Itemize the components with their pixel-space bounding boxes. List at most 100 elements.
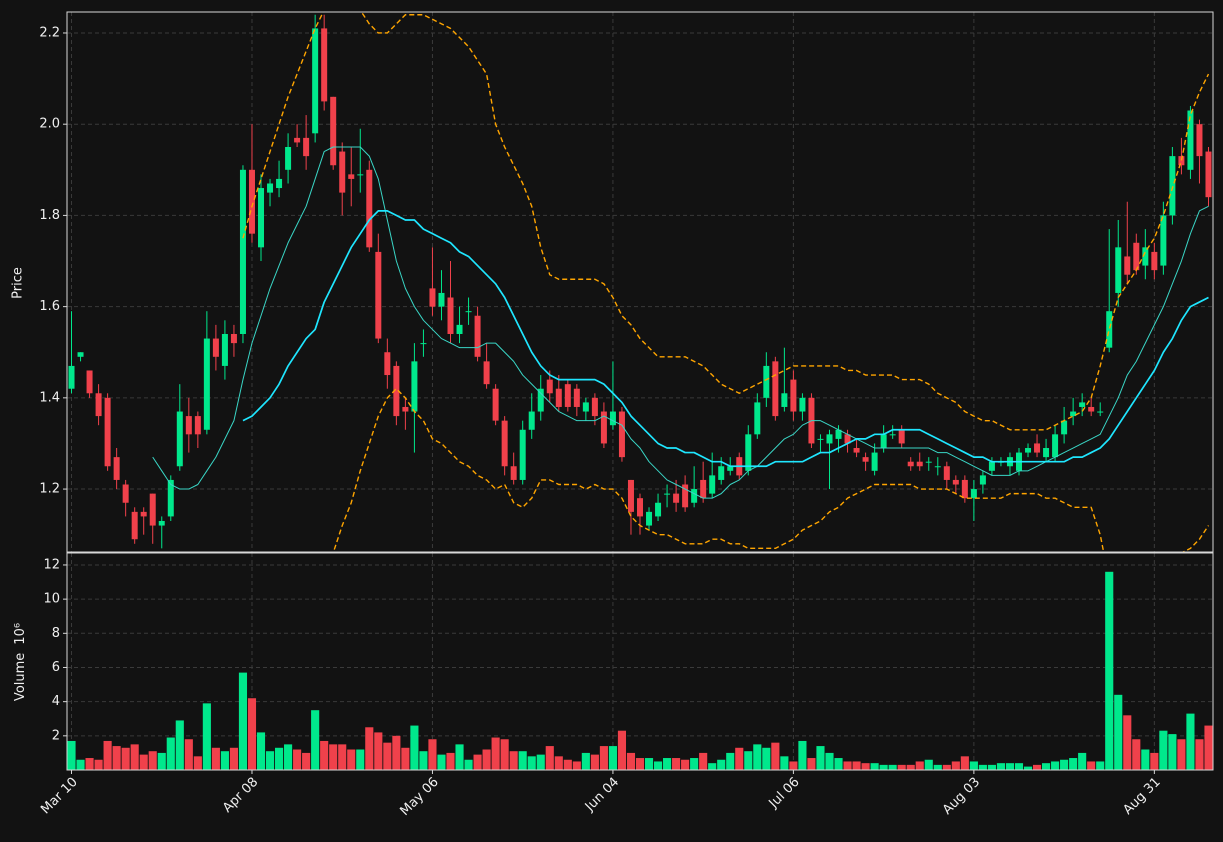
candle-body	[1115, 247, 1122, 293]
candle-body	[1052, 434, 1059, 458]
candle-body	[1178, 156, 1185, 166]
y-tick-label: 1.6	[39, 299, 60, 314]
volume-bar	[256, 732, 266, 770]
volume-bar	[852, 761, 861, 770]
volume-bar	[798, 740, 807, 770]
overlay-line	[242, 210, 1209, 468]
volume-bar	[1087, 761, 1096, 770]
volume-bar	[690, 758, 699, 770]
volume-bar	[320, 740, 329, 770]
candle-body	[1097, 411, 1104, 413]
volume-bar	[464, 759, 473, 770]
volume-bar	[834, 758, 843, 770]
candle-body	[384, 352, 391, 376]
volume-bar	[653, 761, 663, 770]
candle-body	[781, 393, 788, 407]
volume-bar	[419, 751, 428, 770]
volume-bar	[581, 752, 590, 770]
volume-bar	[220, 751, 229, 770]
volume-bar	[545, 746, 554, 770]
candle-body	[95, 393, 102, 417]
volume-bar	[347, 749, 356, 770]
candle-body	[546, 379, 553, 394]
volume-axis-label: Volume 10⁶	[13, 623, 28, 701]
candle-body	[1151, 251, 1158, 271]
volume-bar	[76, 759, 85, 770]
candle-body	[366, 169, 373, 248]
volume-bar	[482, 749, 491, 770]
volume-bar	[1096, 761, 1105, 770]
candle-body	[402, 406, 409, 412]
volume-bar	[1114, 694, 1123, 770]
candle-body	[609, 411, 616, 426]
volume-bar	[1132, 739, 1141, 770]
volume-tick-label: 4	[52, 694, 60, 709]
candle-body	[1133, 242, 1140, 271]
candle-body	[600, 411, 607, 444]
volume-bar	[527, 756, 536, 770]
y-tick-label: 2.0	[39, 117, 60, 132]
candle-body	[149, 493, 156, 526]
candle-body	[673, 493, 680, 503]
volume-bar	[1069, 758, 1078, 770]
candle-body	[664, 493, 671, 495]
candle-body	[627, 479, 634, 512]
volume-bar	[780, 756, 789, 770]
volume-bar	[572, 761, 581, 770]
volume-bar	[626, 752, 636, 770]
volume-bar	[401, 747, 410, 770]
volume-bar	[392, 735, 401, 770]
volume-bar	[897, 764, 906, 770]
volume-bar	[563, 759, 572, 770]
volume-bar	[825, 752, 834, 770]
candle-body	[276, 178, 283, 189]
volume-bar	[1141, 749, 1150, 770]
candle-body	[185, 416, 192, 435]
candle-body	[871, 452, 878, 471]
candle-body	[691, 489, 698, 503]
candle-body	[203, 338, 210, 430]
volume-bar	[103, 740, 112, 770]
candle-body	[745, 434, 752, 471]
volume-bar	[771, 742, 780, 770]
volume-bar	[1042, 763, 1051, 770]
candle-body	[799, 397, 806, 412]
volume-bar	[554, 756, 563, 770]
volume-bar	[879, 764, 888, 770]
volume-bar	[509, 751, 518, 770]
volume-bar	[491, 737, 500, 770]
volume-bar	[139, 754, 148, 770]
volume-bar	[284, 744, 293, 770]
volume-bar	[816, 746, 825, 770]
volume-bar	[1005, 763, 1015, 770]
candle-body	[916, 461, 923, 467]
volume-bar	[338, 744, 347, 770]
volume-bar	[1150, 752, 1159, 770]
candle-body	[339, 151, 346, 193]
candle-body	[357, 174, 364, 176]
volume-bar	[744, 751, 753, 770]
volume-bar	[843, 761, 852, 770]
candle-body	[646, 511, 653, 526]
candle-body	[1025, 448, 1032, 453]
volume-bar	[274, 747, 284, 770]
candle-body	[555, 388, 562, 407]
candle-body	[140, 511, 147, 517]
candle-body	[501, 420, 508, 467]
volume-exponent: 10⁶	[13, 623, 28, 645]
volume-bar	[1195, 739, 1204, 770]
volume-bar	[265, 751, 275, 770]
volume-bar	[356, 749, 365, 770]
volume-bar	[293, 749, 302, 770]
volume-bar	[302, 752, 311, 770]
volume-label: Volume	[13, 653, 28, 701]
candle-body	[267, 183, 274, 193]
volume-bar	[1177, 739, 1186, 770]
candle-body	[86, 370, 93, 394]
candle-body	[158, 520, 165, 526]
candle-body	[104, 397, 111, 467]
candle-body	[700, 479, 707, 499]
volume-bar	[446, 752, 455, 770]
price-panel	[68, 14, 1212, 549]
